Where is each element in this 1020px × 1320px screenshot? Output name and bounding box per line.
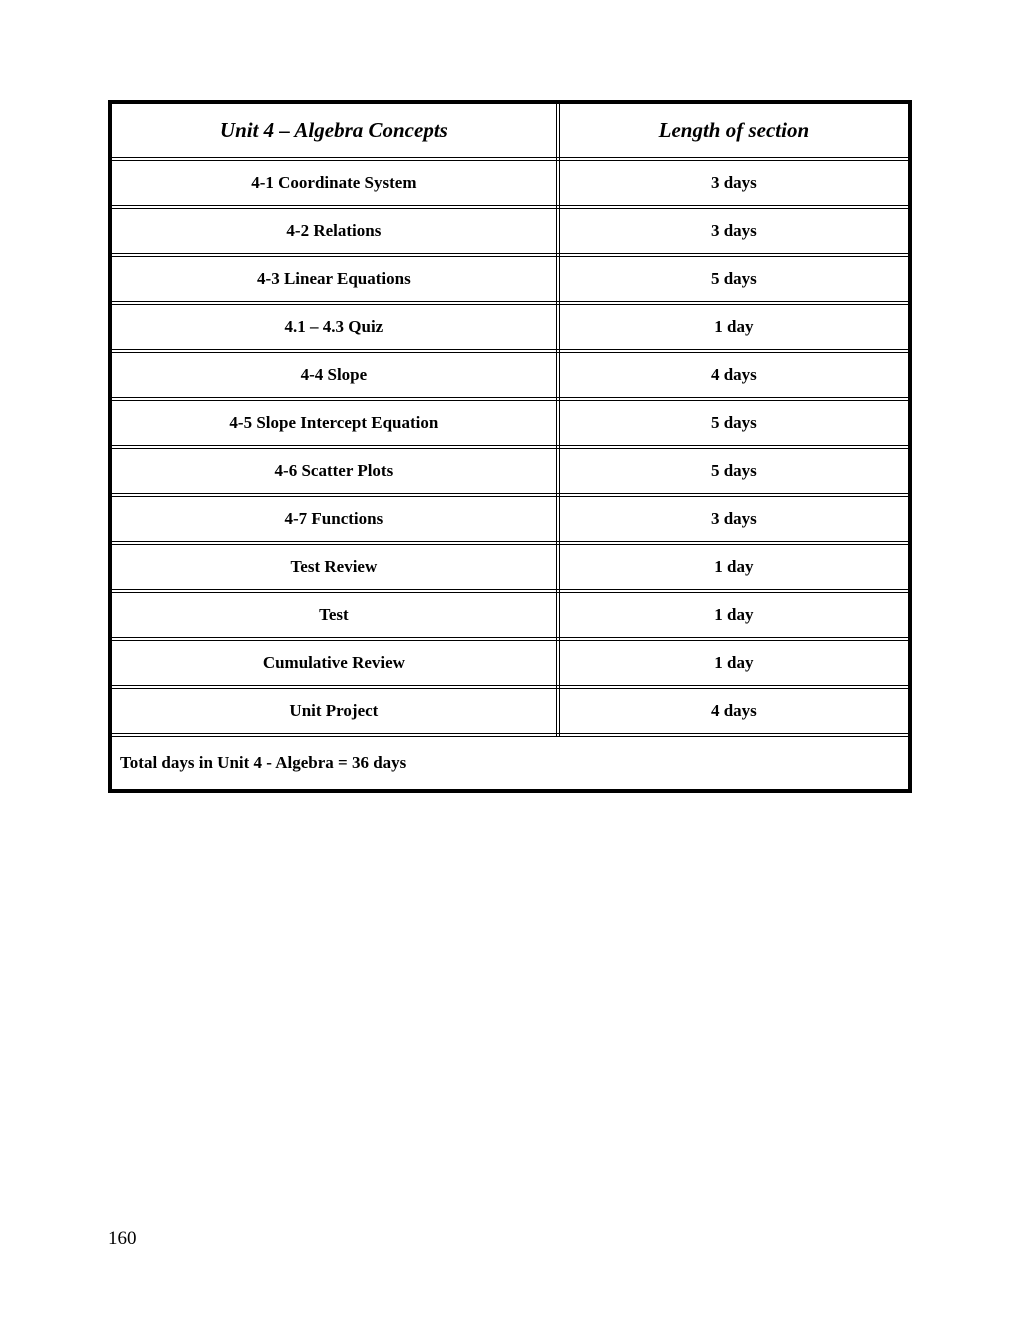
table-total-row: Total days in Unit 4 - Algebra = 36 days (112, 735, 908, 789)
row-length: 4 days (558, 687, 908, 735)
row-length: 1 day (558, 591, 908, 639)
row-length: 1 day (558, 303, 908, 351)
table-row: Test 1 day (112, 591, 908, 639)
row-length: 5 days (558, 447, 908, 495)
header-section: Unit 4 – Algebra Concepts (112, 104, 558, 159)
unit-table: Unit 4 – Algebra Concepts Length of sect… (112, 104, 908, 789)
row-length: 3 days (558, 495, 908, 543)
row-section: 4-2 Relations (112, 207, 558, 255)
table-row: 4-2 Relations 3 days (112, 207, 908, 255)
row-section: 4-1 Coordinate System (112, 159, 558, 207)
row-section: 4-6 Scatter Plots (112, 447, 558, 495)
table-row: 4.1 – 4.3 Quiz 1 day (112, 303, 908, 351)
table-row: 4-4 Slope 4 days (112, 351, 908, 399)
table-row: Cumulative Review 1 day (112, 639, 908, 687)
table-row: 4-1 Coordinate System 3 days (112, 159, 908, 207)
header-length: Length of section (558, 104, 908, 159)
row-length: 5 days (558, 399, 908, 447)
row-section: 4-3 Linear Equations (112, 255, 558, 303)
table-row: 4-5 Slope Intercept Equation 5 days (112, 399, 908, 447)
page-number: 160 (108, 1228, 137, 1250)
row-section: Test (112, 591, 558, 639)
row-section: 4-5 Slope Intercept Equation (112, 399, 558, 447)
total-text: Total days in Unit 4 - Algebra = 36 days (112, 735, 908, 789)
table-row: 4-3 Linear Equations 5 days (112, 255, 908, 303)
row-section: Unit Project (112, 687, 558, 735)
row-length: 1 day (558, 543, 908, 591)
table-wrapper: Unit 4 – Algebra Concepts Length of sect… (108, 100, 912, 793)
row-length: 4 days (558, 351, 908, 399)
table-row: 4-7 Functions 3 days (112, 495, 908, 543)
table-header-row: Unit 4 – Algebra Concepts Length of sect… (112, 104, 908, 159)
row-section: 4.1 – 4.3 Quiz (112, 303, 558, 351)
page-container: Unit 4 – Algebra Concepts Length of sect… (0, 0, 1020, 793)
row-length: 1 day (558, 639, 908, 687)
row-length: 3 days (558, 207, 908, 255)
row-section: 4-4 Slope (112, 351, 558, 399)
table-row: Unit Project 4 days (112, 687, 908, 735)
row-length: 3 days (558, 159, 908, 207)
row-section: Test Review (112, 543, 558, 591)
row-section: 4-7 Functions (112, 495, 558, 543)
table-row: 4-6 Scatter Plots 5 days (112, 447, 908, 495)
row-length: 5 days (558, 255, 908, 303)
row-section: Cumulative Review (112, 639, 558, 687)
table-row: Test Review 1 day (112, 543, 908, 591)
